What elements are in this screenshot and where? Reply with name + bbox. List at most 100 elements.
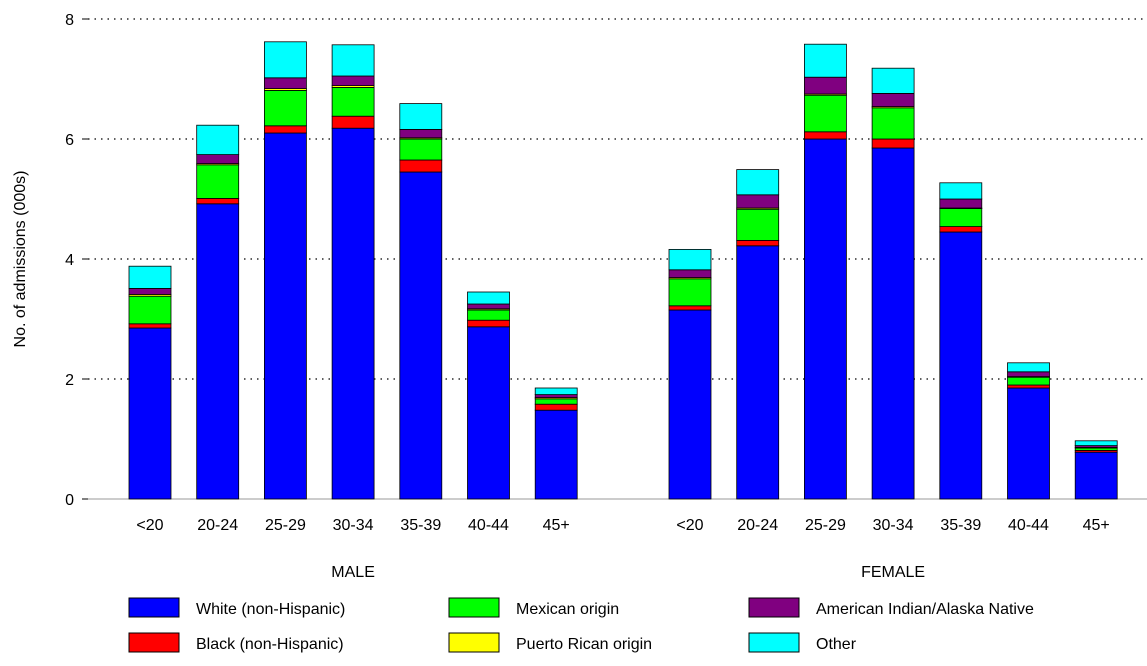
- bar-segment-male-45-other: [534, 387, 578, 395]
- x-tick-label: <20: [136, 517, 163, 534]
- x-tick-label: 25-29: [265, 517, 306, 534]
- x-tick-label: 35-39: [400, 517, 441, 534]
- legend-label-other: Other: [816, 636, 857, 653]
- bar-segment-male-30-34-white-non-hispanic: [331, 127, 375, 500]
- legend-label-black-non-hispanic: Black (non-Hispanic): [196, 636, 344, 653]
- bar-segment-female-20-24-white-non-hispanic: [736, 245, 780, 500]
- legend: White (non-Hispanic) Mexican origin Americ…: [128, 597, 1034, 653]
- x-tick-label: 30-34: [873, 517, 914, 534]
- x-tick-label: 20-24: [737, 517, 778, 534]
- legend-label-mexican-origin: Mexican origin: [516, 601, 619, 618]
- y-axis-label: No. of admissions (000s): [12, 171, 29, 348]
- bar-segment-female-40-44-american-indian-alaska-native: [1007, 371, 1050, 377]
- bar-segment-male-45-american-indian-alaska-native: [534, 394, 578, 399]
- bar-segment-female-20-24-black-non-hispanic: [736, 239, 780, 247]
- bar-segment-female-35-39-mexican-origin: [939, 208, 983, 228]
- x-tick-label: 45+: [1083, 517, 1110, 534]
- bar-segment-female-30-34-other: [871, 67, 915, 94]
- bar-segment-male-40-44-other: [467, 291, 510, 305]
- bar-segment-female-45-other: [1074, 440, 1118, 446]
- bar-segment-male-45-mexican-origin: [534, 398, 578, 405]
- legend-swatch-white-non-hispanic: [128, 597, 180, 618]
- bar-segment-male-20-mexican-origin: [128, 295, 172, 325]
- group-label-female: FEMALE: [861, 564, 925, 581]
- bar-segment-male-40-44-white-non-hispanic: [467, 326, 510, 500]
- group-labels: MALE FEMALE: [331, 564, 925, 581]
- legend-swatch-american-indian-alaska-native: [748, 597, 800, 618]
- bar-segment-male-20-other: [128, 265, 172, 289]
- bar-segment-male-30-34-other: [331, 44, 375, 77]
- bar-segment-female-40-44-mexican-origin: [1007, 376, 1050, 386]
- legend-swatch-black-non-hispanic: [128, 632, 180, 653]
- x-tick-label: 20-24: [197, 517, 238, 534]
- bar-segment-male-40-44-mexican-origin: [467, 309, 510, 321]
- bar-segment-male-30-34-american-indian-alaska-native: [331, 75, 375, 87]
- x-tick-label: 40-44: [1008, 517, 1049, 534]
- bar-segment-male-45-white-non-hispanic: [534, 409, 578, 500]
- bar-segment-male-35-39-white-non-hispanic: [399, 171, 443, 500]
- bar-segment-male-25-29-american-indian-alaska-native: [263, 77, 307, 90]
- x-tick-label: 25-29: [805, 517, 846, 534]
- bar-segment-female-30-34-white-non-hispanic: [871, 147, 915, 500]
- x-tick-label: 30-34: [333, 517, 374, 534]
- legend-label-puerto-rican-origin: Puerto Rican origin: [516, 636, 652, 653]
- bar-segment-female-35-39-other: [939, 182, 983, 200]
- bar-segment-female-20-white-non-hispanic: [668, 309, 712, 500]
- bar-segment-male-25-29-mexican-origin: [263, 90, 307, 127]
- legend-swatch-other: [748, 632, 800, 653]
- bar-segment-female-35-39-black-non-hispanic: [939, 226, 983, 233]
- gridlines: [88, 18, 1147, 380]
- x-tick-label: <20: [676, 517, 703, 534]
- bar-segment-female-20-black-non-hispanic: [668, 305, 712, 311]
- bar-segment-male-35-39-american-indian-alaska-native: [399, 128, 443, 139]
- bar-segment-male-25-29-other: [263, 41, 307, 79]
- bar-segment-female-30-34-american-indian-alaska-native: [871, 93, 915, 108]
- bar-segment-male-20-24-white-non-hispanic: [196, 203, 240, 500]
- bar-segment-male-35-39-other: [399, 103, 443, 130]
- bar-segment-male-30-34-mexican-origin: [331, 87, 375, 117]
- bar-segment-female-40-44-white-non-hispanic: [1007, 387, 1050, 500]
- bar-segment-female-30-34-mexican-origin: [871, 107, 915, 140]
- y-tick-label: 8: [65, 12, 74, 29]
- bar-segment-female-20-mexican-origin: [668, 278, 712, 307]
- bar-segment-male-35-39-mexican-origin: [399, 138, 443, 161]
- bars: [128, 41, 1118, 500]
- y-tick-label: 2: [65, 372, 74, 389]
- legend-label-white-non-hispanic: White (non-Hispanic): [196, 601, 345, 618]
- bar-segment-male-40-44-black-non-hispanic: [467, 319, 510, 328]
- bar-segment-female-30-34-black-non-hispanic: [871, 138, 915, 149]
- bar-segment-female-20-other: [668, 248, 712, 271]
- y-tick-label: 6: [65, 132, 74, 149]
- legend-label-american-indian-alaska-native: American Indian/Alaska Native: [816, 601, 1034, 618]
- bar-segment-male-20-24-other: [196, 124, 240, 155]
- bar-segment-female-20-24-other: [736, 169, 780, 196]
- x-tick-label: 40-44: [468, 517, 509, 534]
- x-tick-label: 45+: [543, 517, 570, 534]
- bar-segment-male-45-black-non-hispanic: [534, 403, 578, 411]
- x-tick-labels: <20 20-24 25-29 30-34 35-39 40-44 45+ <20 20-24 2…: [136, 517, 1109, 534]
- bar-segment-male-20-24-mexican-origin: [196, 164, 240, 199]
- bar-segment-female-20-24-american-indian-alaska-native: [736, 194, 780, 209]
- bar-segment-female-25-29-american-indian-alaska-native: [804, 76, 847, 95]
- bar-segment-female-35-39-white-non-hispanic: [939, 231, 983, 500]
- bar-segment-male-20-24-black-non-hispanic: [196, 197, 240, 205]
- x-tick-label: 35-39: [940, 517, 981, 534]
- bar-segment-female-45-white-non-hispanic: [1074, 451, 1118, 500]
- bar-segment-male-40-44-american-indian-alaska-native: [467, 303, 510, 310]
- bar-segment-female-40-44-black-non-hispanic: [1007, 384, 1050, 389]
- bar-segment-female-20-american-indian-alaska-native: [668, 269, 712, 278]
- y-tick-label: 0: [65, 492, 74, 509]
- bar-segment-female-25-29-mexican-origin: [804, 94, 847, 133]
- y-tick-label: 4: [65, 252, 74, 269]
- bar-segment-female-25-29-other: [804, 43, 847, 78]
- bar-segment-female-40-44-other: [1007, 362, 1050, 373]
- bar-segment-male-20-white-non-hispanic: [128, 327, 172, 500]
- legend-swatch-puerto-rican-origin: [448, 632, 500, 653]
- bar-segment-female-25-29-white-non-hispanic: [804, 138, 847, 500]
- bar-segment-male-20-american-indian-alaska-native: [128, 287, 172, 295]
- bar-segment-male-25-29-white-non-hispanic: [263, 132, 307, 500]
- group-label-male: MALE: [331, 564, 375, 581]
- bar-segment-male-20-24-american-indian-alaska-native: [196, 154, 240, 165]
- bar-segment-female-25-29-black-non-hispanic: [804, 131, 847, 140]
